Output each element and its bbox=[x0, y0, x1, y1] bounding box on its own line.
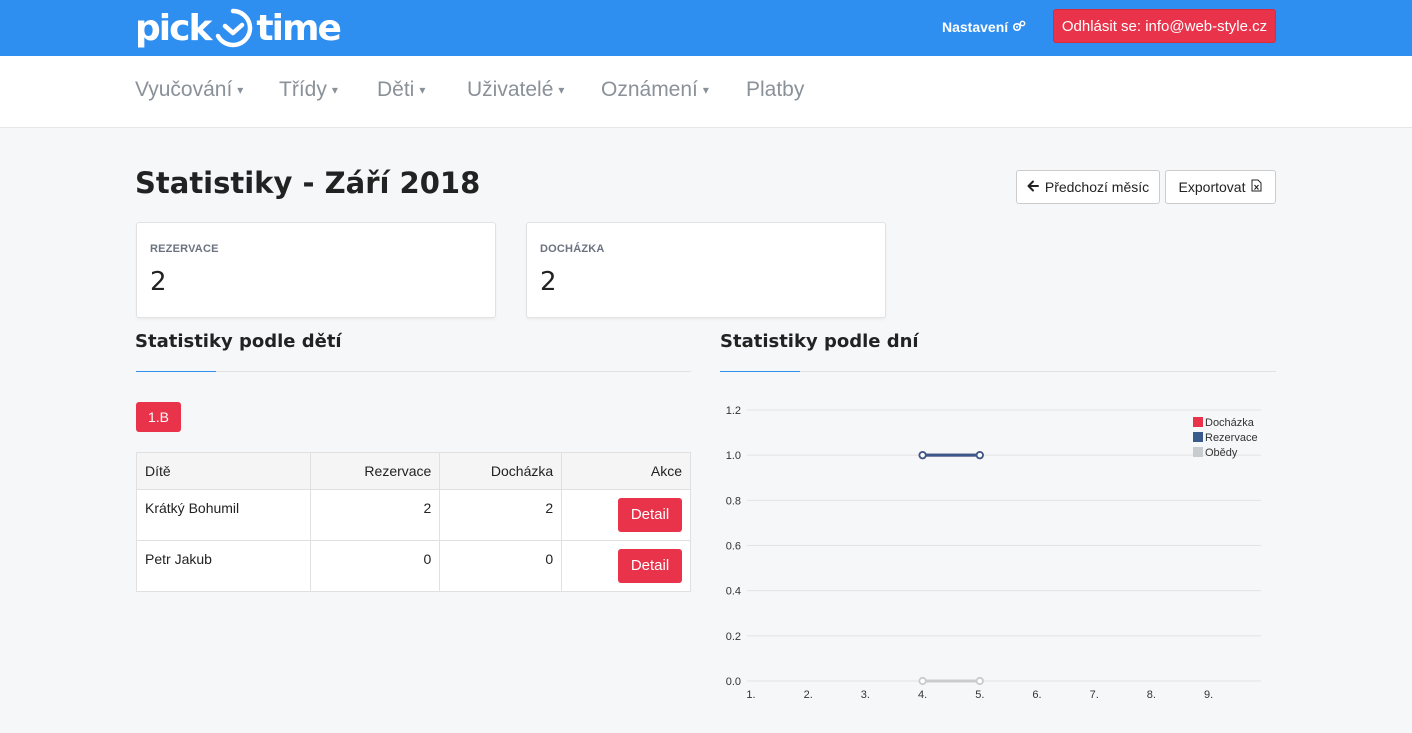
top-bar: pick time Nastavení Odhlásit se: info@we… bbox=[0, 0, 1412, 56]
x-tick-label: 9. bbox=[1204, 689, 1213, 701]
children-stats-table: Dítě Rezervace Docházka Akce Krátký Bohu… bbox=[136, 452, 691, 592]
legend-label: Rezervace bbox=[1205, 432, 1258, 444]
main-nav: Vyučování ▾ Třídy ▾ Děti ▾ Uživatelé ▾ Oznám… bbox=[0, 56, 1412, 128]
page-title: Statistiky - Září 2018 bbox=[135, 166, 481, 200]
nav-item-classes[interactable]: Třídy ▾ bbox=[279, 78, 338, 102]
reservations-stat-card: REZERVACE 2 bbox=[136, 222, 496, 318]
data-point bbox=[975, 451, 984, 460]
x-tick-label: 6. bbox=[1032, 689, 1041, 701]
section-divider bbox=[720, 371, 1276, 372]
legend-label: Obědy bbox=[1205, 447, 1238, 459]
legend-swatch bbox=[1193, 447, 1203, 457]
x-tick-label: 4. bbox=[918, 689, 927, 701]
logout-button[interactable]: Odhlásit se: info@web-style.cz bbox=[1053, 9, 1276, 43]
x-tick-label: 1. bbox=[746, 689, 755, 701]
excel-file-icon bbox=[1251, 179, 1262, 195]
nav-item-lessons[interactable]: Vyučování ▾ bbox=[135, 78, 243, 102]
reservations-count: 0 bbox=[309, 540, 441, 592]
attendance-count: 0 bbox=[439, 540, 563, 592]
nav-label: Uživatelé bbox=[467, 78, 554, 101]
x-tick-label: 5. bbox=[975, 689, 984, 701]
nav-item-users[interactable]: Uživatelé ▾ bbox=[467, 78, 564, 102]
child-name: Petr Jakub bbox=[136, 540, 311, 592]
settings-link[interactable]: Nastavení bbox=[942, 19, 1026, 35]
column-header-child: Dítě bbox=[136, 452, 311, 490]
previous-month-button[interactable]: Předchozí měsíc bbox=[1016, 170, 1160, 204]
arrow-left-icon bbox=[1027, 179, 1039, 195]
attendance-stat-card: DOCHÁZKA 2 bbox=[526, 222, 886, 318]
data-point bbox=[918, 451, 927, 460]
y-tick-label: 1.0 bbox=[726, 450, 741, 462]
y-tick-label: 0.4 bbox=[726, 586, 741, 598]
caret-down-icon: ▾ bbox=[558, 83, 565, 98]
y-tick-label: 0.8 bbox=[726, 495, 741, 507]
export-button[interactable]: Exportovat bbox=[1165, 170, 1276, 204]
children-stats-title: Statistiky podle dětí bbox=[135, 331, 342, 352]
logo-text-right: time bbox=[256, 7, 341, 49]
attendance-count: 2 bbox=[439, 489, 563, 541]
clock-icon bbox=[212, 7, 254, 49]
y-tick-label: 0.2 bbox=[726, 631, 741, 643]
data-point bbox=[918, 676, 927, 686]
class-filter-button[interactable]: 1.B bbox=[136, 402, 181, 432]
caret-down-icon: ▾ bbox=[702, 83, 709, 98]
child-name: Krátký Bohumil bbox=[136, 489, 311, 541]
previous-month-label: Předchozí měsíc bbox=[1044, 179, 1150, 195]
legend-swatch bbox=[1193, 432, 1203, 442]
x-tick-label: 2. bbox=[804, 689, 813, 701]
export-label: Exportovat bbox=[1178, 179, 1246, 195]
stat-label: DOCHÁZKA bbox=[540, 243, 605, 255]
y-tick-label: 1.2 bbox=[726, 405, 741, 417]
table-row: Petr Jakub 0 0 Detail bbox=[136, 540, 691, 592]
data-point bbox=[975, 676, 984, 686]
nav-item-children[interactable]: Děti ▾ bbox=[377, 78, 425, 102]
caret-down-icon: ▾ bbox=[237, 83, 244, 98]
x-tick-label: 3. bbox=[861, 689, 870, 701]
days-stats-title: Statistiky podle dní bbox=[720, 331, 919, 352]
nav-label: Platby bbox=[746, 78, 805, 101]
y-tick-label: 0.6 bbox=[726, 541, 741, 553]
detail-button[interactable]: Detail bbox=[618, 498, 682, 532]
x-tick-label: 8. bbox=[1147, 689, 1156, 701]
nav-label: Děti bbox=[377, 78, 415, 101]
column-header-reservations: Rezervace bbox=[309, 452, 441, 490]
actions-cell: Detail bbox=[561, 489, 691, 541]
section-divider bbox=[136, 371, 691, 372]
table-header-row: Dítě Rezervace Docházka Akce bbox=[136, 452, 691, 490]
gears-icon bbox=[1012, 19, 1026, 35]
logo-text-left: pick bbox=[135, 7, 212, 49]
y-tick-label: 0.0 bbox=[726, 676, 741, 688]
reservations-count: 2 bbox=[309, 489, 441, 541]
nav-label: Vyučování bbox=[135, 78, 233, 101]
detail-button[interactable]: Detail bbox=[618, 549, 682, 583]
column-header-actions: Akce bbox=[561, 452, 691, 490]
stat-label: REZERVACE bbox=[150, 243, 219, 255]
nav-item-payments[interactable]: Platby bbox=[746, 78, 804, 102]
caret-down-icon: ▾ bbox=[331, 83, 338, 98]
days-line-chart: 0.0 0.2 0.4 0.6 0.8 1.0 1.2 1. 2. 3. 4. 5. 6. 7. 8. 9. D… bbox=[726, 405, 1261, 701]
caret-down-icon: ▾ bbox=[419, 83, 426, 98]
column-header-attendance: Docházka bbox=[439, 452, 563, 490]
settings-label: Nastavení bbox=[942, 19, 1009, 35]
stat-value: 2 bbox=[150, 267, 167, 297]
pick-time-logo[interactable]: pick time bbox=[135, 4, 342, 52]
stat-value: 2 bbox=[540, 267, 557, 297]
x-tick-label: 7. bbox=[1090, 689, 1099, 701]
nav-label: Třídy bbox=[279, 78, 327, 101]
legend-label: Docházka bbox=[1205, 417, 1255, 429]
table-row: Krátký Bohumil 2 2 Detail bbox=[136, 489, 691, 541]
nav-label: Oznámení bbox=[601, 78, 698, 101]
legend-swatch bbox=[1193, 417, 1203, 427]
actions-cell: Detail bbox=[561, 540, 691, 592]
nav-item-announcements[interactable]: Oznámení ▾ bbox=[601, 78, 709, 102]
